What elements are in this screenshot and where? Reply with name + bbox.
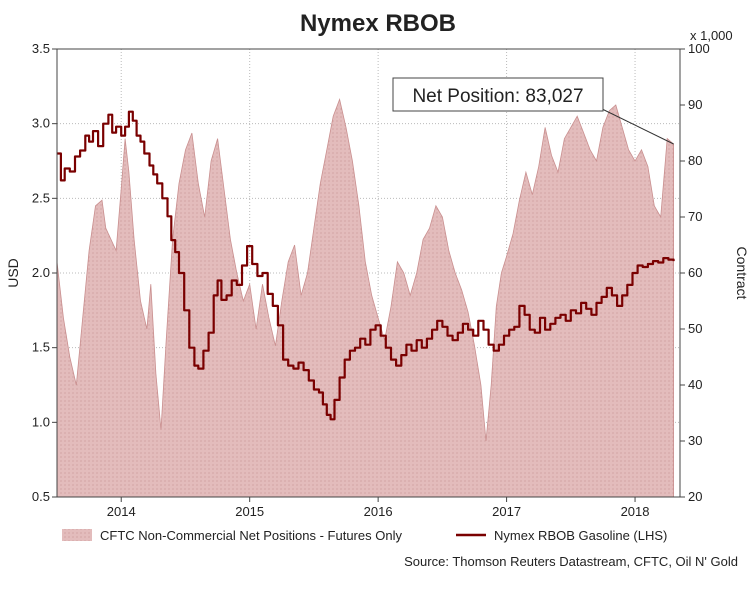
left-tick-label: 2.5	[32, 190, 50, 205]
legend: CFTC Non-Commercial Net Positions - Futu…	[62, 528, 667, 543]
left-axis: 0.5 1.0 1.5 2.0 2.5 3.0 3.5	[32, 41, 57, 504]
left-axis-label: USD	[5, 258, 21, 288]
right-tick-label: 60	[688, 265, 702, 280]
left-tick-label: 1.0	[32, 414, 50, 429]
right-tick-label: 40	[688, 377, 702, 392]
annotation: Net Position: 83,027	[392, 77, 674, 145]
annotation-leader-line	[597, 106, 674, 145]
chart-title: Nymex RBOB	[300, 10, 456, 37]
x-tick-label: 2014	[107, 504, 136, 519]
x-axis: 2014 2015 2016 2017 2018	[107, 497, 650, 519]
x-tick-label: 2017	[492, 504, 521, 519]
net-positions-area	[56, 98, 674, 498]
right-axis: 20 30 40 50 60 70 80 90 100	[680, 41, 710, 504]
left-tick-label: 2.0	[32, 265, 50, 280]
left-tick-label: 3.5	[32, 41, 50, 56]
legend-label-net-positions: CFTC Non-Commercial Net Positions - Futu…	[100, 528, 402, 543]
x-tick-label: 2015	[235, 504, 264, 519]
annotation-box	[392, 77, 604, 112]
left-tick-label: 1.5	[32, 340, 50, 355]
x-tick-label: 2018	[621, 504, 650, 519]
series-net-positions	[56, 98, 674, 498]
left-tick-label: 0.5	[32, 489, 50, 504]
right-tick-label: 30	[688, 433, 702, 448]
right-tick-label: 90	[688, 97, 702, 112]
right-tick-label: 20	[688, 489, 702, 504]
source-note: Source: Thomson Reuters Datastream, CFTC…	[404, 554, 738, 569]
right-tick-label: 50	[688, 321, 702, 336]
left-tick-label: 3.0	[32, 116, 50, 131]
legend-label-rbob: Nymex RBOB Gasoline (LHS)	[494, 528, 667, 543]
right-axis-multiplier: x 1,000	[690, 28, 733, 43]
rbob-gasoline-line	[57, 110, 675, 421]
series-rbob-gasoline	[57, 110, 675, 421]
annotation-text: Net Position: 83,027	[412, 86, 583, 107]
x-tick-label: 2016	[364, 504, 393, 519]
right-tick-label: 80	[688, 153, 702, 168]
right-tick-label: 100	[688, 41, 710, 56]
right-axis-label: Contract	[734, 247, 750, 300]
right-tick-label: 70	[688, 209, 702, 224]
legend-swatch-net-positions	[62, 529, 92, 541]
